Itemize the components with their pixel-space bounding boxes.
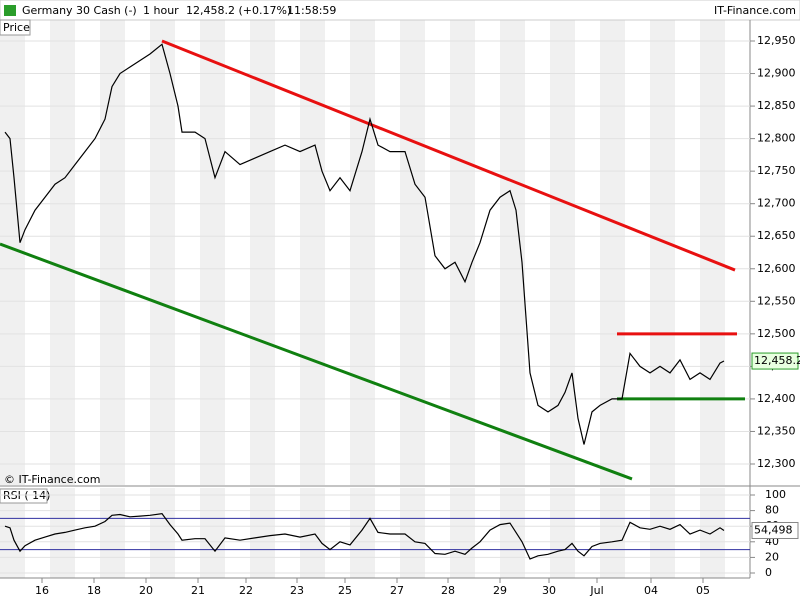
y-tick-label: 12,800	[757, 132, 796, 145]
y-tick-label: 12,900	[757, 67, 796, 80]
x-tick-label: 27	[390, 584, 404, 597]
instrument: Germany 30 Cash (-)	[22, 4, 137, 17]
y-tick-label: 12,350	[757, 424, 796, 437]
rsi-tag	[0, 488, 48, 504]
x-tick-label: 21	[191, 584, 205, 597]
y-tick-label: 100	[765, 488, 786, 501]
quote: 12,458.2 (+0.17%)	[186, 4, 291, 17]
y-tick-label: 12,300	[757, 457, 796, 470]
last-value-label: 12,458.2	[754, 354, 800, 367]
x-tick-label: 16	[35, 584, 49, 597]
y-tick-label: 12,750	[757, 164, 796, 177]
price-panel	[0, 20, 750, 485]
time: 11:58:59	[287, 4, 336, 17]
y-tick-label: 20	[765, 550, 779, 563]
x-tick-label: 20	[139, 584, 153, 597]
trendline	[0, 242, 633, 481]
y-tick-label: 12,850	[757, 99, 796, 112]
rsi-panel	[0, 488, 750, 578]
interval: 1 hour	[143, 4, 179, 17]
x-tick-label: 22	[239, 584, 253, 597]
x-tick-label: 04	[644, 584, 658, 597]
x-tick-label: Jul	[589, 584, 603, 597]
y-tick-label: 0	[765, 566, 772, 579]
y-tick-label: 12,950	[757, 34, 796, 47]
x-tick-label: 30	[542, 584, 556, 597]
y-tick-label: 12,600	[757, 262, 796, 275]
y-tick-label: 12,650	[757, 229, 796, 242]
price-tag	[0, 19, 31, 36]
last-value-box	[751, 521, 799, 539]
x-tick-label: 28	[441, 584, 455, 597]
trendline	[161, 39, 736, 272]
chart-icon[interactable]	[4, 5, 16, 16]
last-value-label: 54,498	[754, 523, 793, 536]
x-tick-label: 05	[696, 584, 710, 597]
y-tick-label: 12,700	[757, 197, 796, 210]
header-bar	[0, 0, 800, 21]
y-tick-label: 12,500	[757, 327, 796, 340]
y-tick-label: 80	[765, 504, 779, 517]
x-tick-label: 29	[493, 584, 507, 597]
panel-title: Price	[3, 21, 30, 34]
last-value-box	[751, 352, 799, 370]
price-line	[4, 513, 725, 560]
x-tick-label: 23	[290, 584, 304, 597]
y-tick-label: 12,550	[757, 294, 796, 307]
watermark: © IT-Finance.com	[4, 473, 101, 486]
price-line	[4, 43, 725, 445]
y-tick-label: 12,400	[757, 392, 796, 405]
brand: IT-Finance.com	[714, 4, 796, 17]
x-tick-label: 18	[87, 584, 101, 597]
x-tick-label: 25	[338, 584, 352, 597]
